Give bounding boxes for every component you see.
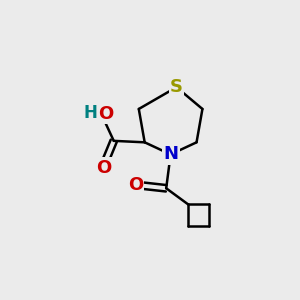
Text: N: N [163, 146, 178, 164]
Text: O: O [128, 176, 143, 194]
Text: S: S [170, 78, 183, 96]
Text: O: O [98, 105, 114, 123]
Text: O: O [96, 159, 111, 177]
Text: H: H [83, 104, 97, 122]
